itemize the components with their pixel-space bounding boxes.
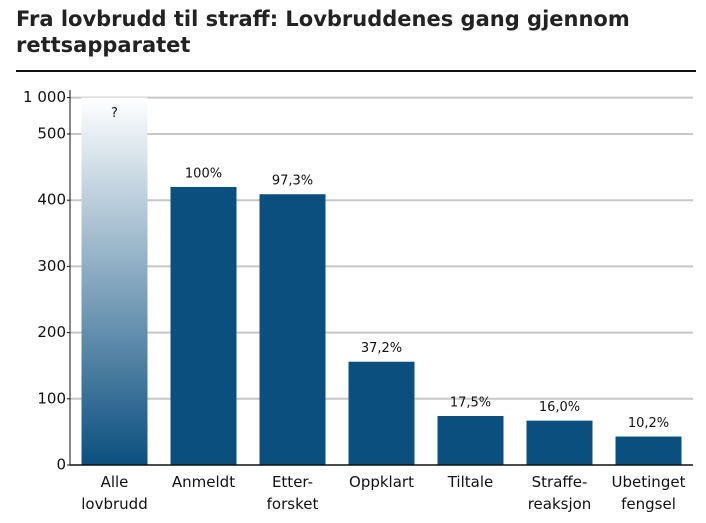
y-tick-label: 100 (37, 389, 66, 407)
y-tick-label: 200 (37, 323, 66, 341)
x-tick-label: Anmeldt (172, 473, 235, 491)
title-rule (16, 70, 696, 72)
bar (81, 97, 148, 465)
bar (526, 420, 593, 465)
x-tick-label: Oppklart (349, 473, 414, 491)
x-tick-label: Etter-forsket (267, 473, 319, 513)
y-tick-label: 400 (37, 191, 66, 209)
bar (348, 361, 415, 465)
x-tick-label: Ubetinget fengsel (612, 473, 686, 513)
y-tick-label: 300 (37, 257, 66, 275)
value-label: 16,0% (539, 400, 580, 415)
x-tick-label: Straffe-reaksjon (528, 473, 592, 513)
bar (170, 186, 237, 465)
bar (437, 416, 504, 465)
value-label: 97,3% (272, 174, 313, 189)
bar (615, 436, 682, 465)
bar (259, 194, 326, 465)
value-label: 17,5% (450, 396, 491, 411)
y-tick-label: 500 (37, 125, 66, 143)
chart-title: Fra lovbrudd til straff: Lovbruddenes ga… (16, 7, 630, 57)
value-label: 10,2% (628, 416, 669, 431)
y-tick-label: 1 000 (23, 88, 66, 106)
x-tick-label: Tiltale (447, 473, 494, 491)
x-tick-label: Alle lovbrudd (81, 473, 147, 513)
value-label: ? (111, 106, 118, 121)
value-label: 100% (185, 166, 222, 181)
y-tick-label: 0 (56, 456, 66, 474)
value-label: 37,2% (361, 341, 402, 356)
